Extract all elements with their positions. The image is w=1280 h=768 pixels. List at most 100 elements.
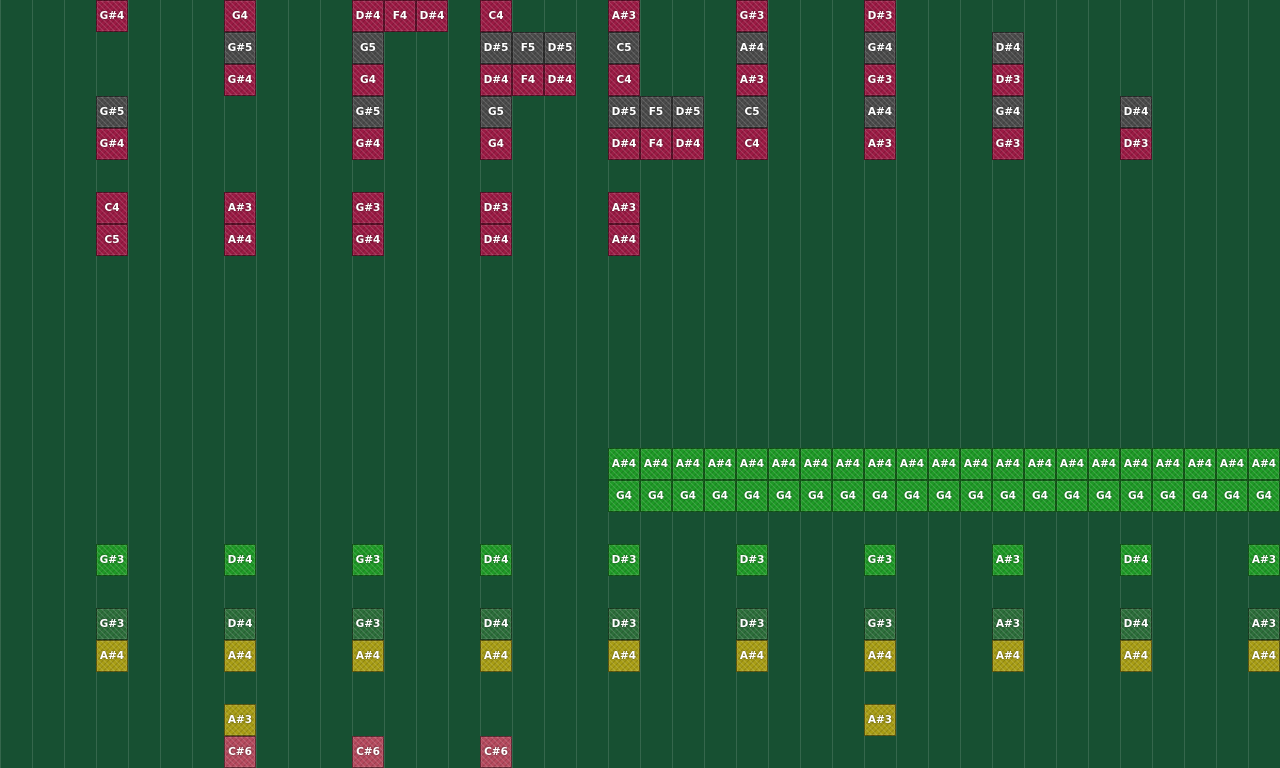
note-block[interactable]: C4 [736, 128, 768, 160]
note-block[interactable]: C#6 [224, 736, 256, 768]
note-block[interactable]: D#3 [992, 64, 1024, 96]
note-block[interactable]: C4 [96, 192, 128, 224]
note-block[interactable]: A#3 [864, 128, 896, 160]
note-block[interactable]: C5 [736, 96, 768, 128]
note-block[interactable]: A#4 [928, 448, 960, 480]
note-block[interactable]: A#4 [832, 448, 864, 480]
note-block[interactable]: G4 [1152, 480, 1184, 512]
note-block[interactable]: G4 [224, 0, 256, 32]
note-block[interactable]: C5 [608, 32, 640, 64]
note-block[interactable]: G5 [352, 32, 384, 64]
note-block[interactable]: G4 [672, 480, 704, 512]
note-block[interactable]: A#4 [480, 640, 512, 672]
note-block[interactable]: D#4 [544, 64, 576, 96]
note-block[interactable]: F4 [384, 0, 416, 32]
note-block[interactable]: D#3 [1120, 128, 1152, 160]
note-block[interactable]: C4 [480, 0, 512, 32]
note-block[interactable]: G4 [768, 480, 800, 512]
note-block[interactable]: F4 [512, 64, 544, 96]
note-block[interactable]: A#4 [992, 448, 1024, 480]
note-block[interactable]: D#4 [480, 544, 512, 576]
note-block[interactable]: G#5 [96, 96, 128, 128]
note-block[interactable]: G4 [800, 480, 832, 512]
note-block[interactable]: D#4 [416, 0, 448, 32]
note-block[interactable]: D#5 [608, 96, 640, 128]
note-block[interactable]: G4 [608, 480, 640, 512]
note-block[interactable]: G4 [1248, 480, 1280, 512]
note-block[interactable]: A#4 [800, 448, 832, 480]
note-block[interactable]: D#3 [480, 192, 512, 224]
note-block[interactable]: A#4 [1056, 448, 1088, 480]
note-block[interactable]: A#3 [224, 192, 256, 224]
note-block[interactable]: C4 [608, 64, 640, 96]
note-block[interactable]: D#4 [608, 128, 640, 160]
note-block[interactable]: D#4 [480, 608, 512, 640]
note-block[interactable]: D#4 [352, 0, 384, 32]
note-block[interactable]: G4 [736, 480, 768, 512]
note-block[interactable]: G4 [640, 480, 672, 512]
note-block[interactable]: G4 [352, 64, 384, 96]
note-block[interactable]: A#4 [992, 640, 1024, 672]
note-block[interactable]: G#3 [96, 608, 128, 640]
note-block[interactable]: A#3 [608, 192, 640, 224]
note-block[interactable]: A#3 [608, 0, 640, 32]
note-block[interactable]: A#4 [1248, 640, 1280, 672]
note-block[interactable]: G#5 [352, 96, 384, 128]
note-block[interactable]: A#4 [1184, 448, 1216, 480]
note-block[interactable]: A#3 [992, 608, 1024, 640]
note-block[interactable]: A#4 [1120, 640, 1152, 672]
note-block[interactable]: A#4 [608, 224, 640, 256]
note-block[interactable]: C#6 [352, 736, 384, 768]
note-block[interactable]: G4 [960, 480, 992, 512]
note-block[interactable]: G4 [704, 480, 736, 512]
note-block[interactable]: G4 [1088, 480, 1120, 512]
note-block[interactable]: G#3 [352, 544, 384, 576]
note-block[interactable]: G#3 [864, 64, 896, 96]
note-block[interactable]: D#5 [544, 32, 576, 64]
note-block[interactable]: D#3 [608, 544, 640, 576]
note-block[interactable]: A#4 [640, 448, 672, 480]
note-block[interactable]: A#4 [224, 640, 256, 672]
note-block[interactable]: G#3 [992, 128, 1024, 160]
note-block[interactable]: G#5 [224, 32, 256, 64]
note-block[interactable]: A#3 [736, 64, 768, 96]
note-block[interactable]: G4 [896, 480, 928, 512]
note-block[interactable]: D#4 [480, 224, 512, 256]
note-block[interactable]: G4 [1184, 480, 1216, 512]
note-block[interactable]: A#4 [896, 448, 928, 480]
note-block[interactable]: G#4 [224, 64, 256, 96]
note-block[interactable]: A#3 [1248, 608, 1280, 640]
note-block[interactable]: G#4 [352, 224, 384, 256]
note-block[interactable]: D#3 [736, 608, 768, 640]
note-block[interactable]: D#3 [864, 0, 896, 32]
note-block[interactable]: A#3 [224, 704, 256, 736]
note-block[interactable]: G#3 [352, 192, 384, 224]
note-block[interactable]: D#3 [736, 544, 768, 576]
note-block[interactable]: G#4 [864, 32, 896, 64]
note-block[interactable]: A#4 [1152, 448, 1184, 480]
note-block[interactable]: A#4 [736, 640, 768, 672]
note-block[interactable]: G#4 [992, 96, 1024, 128]
note-block[interactable]: G4 [864, 480, 896, 512]
note-block[interactable]: G4 [1056, 480, 1088, 512]
note-block[interactable]: A#4 [1248, 448, 1280, 480]
note-block[interactable]: A#3 [992, 544, 1024, 576]
note-block[interactable]: G#3 [864, 608, 896, 640]
note-block[interactable]: G4 [480, 128, 512, 160]
note-block[interactable]: A#4 [704, 448, 736, 480]
note-block[interactable]: A#4 [1216, 448, 1248, 480]
note-block[interactable]: G5 [480, 96, 512, 128]
note-block[interactable]: A#4 [960, 448, 992, 480]
note-block[interactable]: C5 [96, 224, 128, 256]
note-block[interactable]: A#4 [736, 448, 768, 480]
note-block[interactable]: A#4 [96, 640, 128, 672]
note-block[interactable]: F5 [512, 32, 544, 64]
note-block[interactable]: D#4 [480, 64, 512, 96]
note-block[interactable]: D#4 [224, 544, 256, 576]
note-block[interactable]: G#4 [96, 0, 128, 32]
note-block[interactable]: G#4 [352, 128, 384, 160]
note-block[interactable]: G#3 [352, 608, 384, 640]
note-block[interactable]: D#4 [224, 608, 256, 640]
note-block[interactable]: D#4 [1120, 544, 1152, 576]
note-block[interactable]: A#4 [864, 448, 896, 480]
